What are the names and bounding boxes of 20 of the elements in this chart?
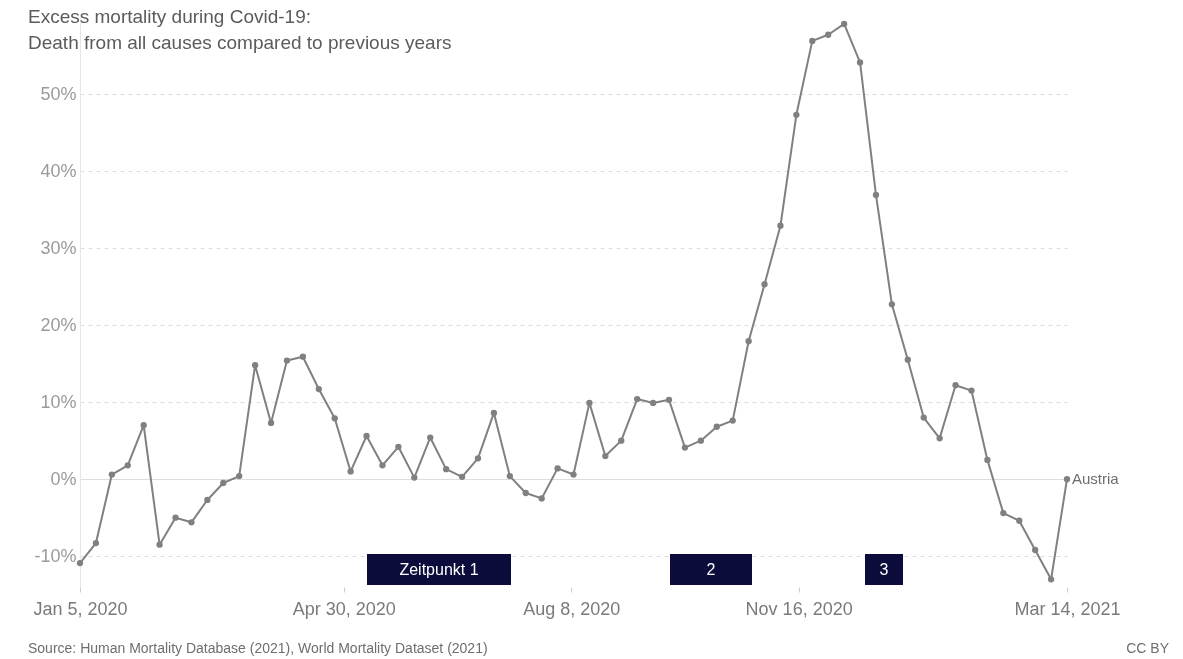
y-tick-label: 10% <box>40 391 77 412</box>
x-tick-label: Mar 14, 2021 <box>1014 598 1121 619</box>
x-tick-label: Apr 30, 2020 <box>292 598 396 619</box>
y-tick-label: 20% <box>40 314 77 335</box>
source-note: Source: Human Mortality Database (2021), World Mortality Dataset (2021) <box>28 640 488 656</box>
y-tick-label: 30% <box>40 237 77 258</box>
label-box: Zeitpunkt 1 <box>367 554 511 585</box>
x-tick-label: Jan 5, 2020 <box>33 598 128 619</box>
y-tick-label: 50% <box>40 83 77 104</box>
series-label: Austria <box>1072 470 1120 488</box>
chart-title: Excess mortality during Covid-19: <box>28 5 312 29</box>
x-tick-label: Nov 16, 2020 <box>745 598 853 619</box>
text: CC BY <box>1126 640 1169 656</box>
label-box: 3 <box>865 554 903 585</box>
y-tick-label: 40% <box>40 160 77 181</box>
label-box: 2 <box>670 554 752 585</box>
y-tick-label: -10% <box>34 545 77 566</box>
x-tick-label: Aug 8, 2020 <box>523 598 621 619</box>
text: Death from all causes compared to previous years <box>28 31 452 55</box>
y-tick-label: 0% <box>50 468 77 489</box>
